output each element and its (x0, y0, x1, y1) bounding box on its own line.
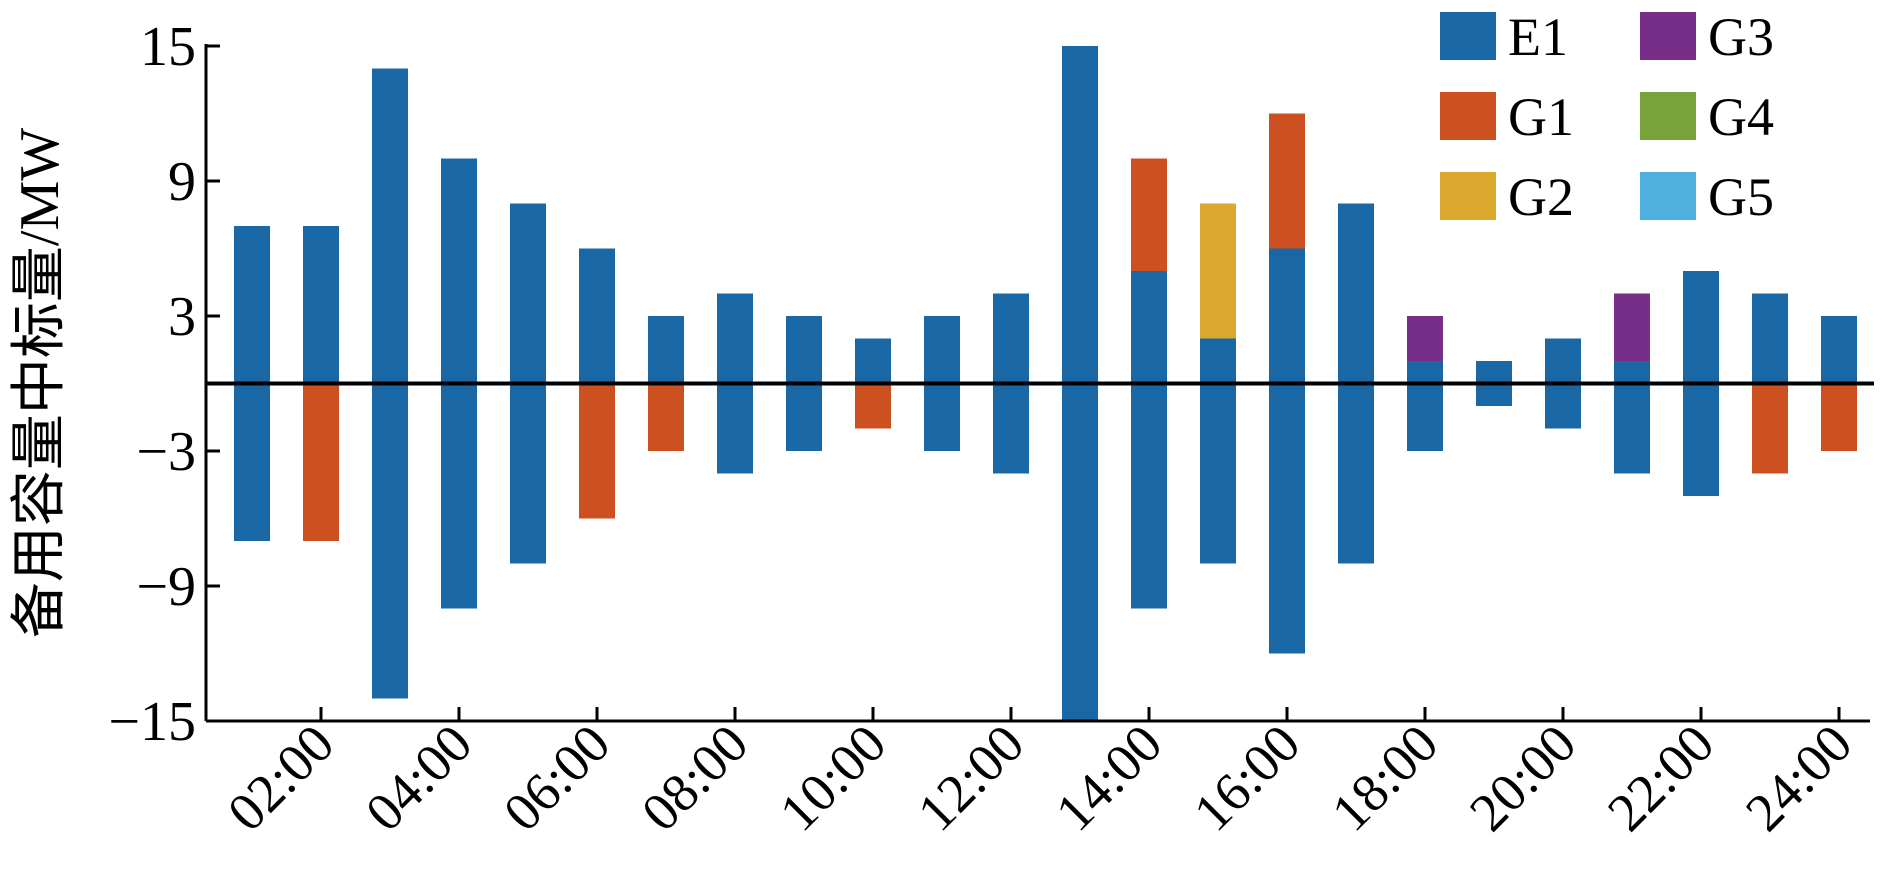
legend-swatch (1440, 172, 1496, 220)
legend-swatch (1640, 12, 1696, 60)
bar-segment (1683, 383, 1719, 496)
bar-segment (510, 203, 546, 384)
bar-segment (1338, 383, 1374, 564)
bar-segment (924, 383, 960, 451)
bar-segment (993, 383, 1029, 474)
legend-swatch (1640, 172, 1696, 220)
y-tick-label: −9 (136, 556, 196, 618)
legend-label: G5 (1708, 167, 1774, 227)
x-tick-label: 12:00 (906, 713, 1035, 842)
bar-segment (441, 383, 477, 609)
bar-segment (441, 158, 477, 384)
x-tick-label: 20:00 (1458, 713, 1587, 842)
x-tick-label: 10:00 (768, 713, 897, 842)
bar-segment (855, 383, 891, 429)
bar-segment (1269, 113, 1305, 249)
bar-segment (1683, 271, 1719, 384)
x-tick-label: 22:00 (1596, 713, 1725, 842)
legend-label: E1 (1508, 7, 1568, 67)
y-tick-label: 9 (168, 151, 196, 213)
bar-segment (1407, 316, 1443, 361)
bar-segment (1821, 383, 1857, 451)
legend-label: G2 (1508, 167, 1574, 227)
bar-segment (1545, 383, 1581, 429)
bar-segment (1752, 383, 1788, 474)
bar-segment (234, 226, 270, 384)
bar-segment (717, 293, 753, 384)
bar-segment (1407, 383, 1443, 451)
bar-segment (1752, 293, 1788, 384)
bar-segment (648, 383, 684, 451)
y-tick-label: −3 (136, 421, 196, 483)
x-tick-label: 16:00 (1182, 713, 1311, 842)
bar-segment (1131, 158, 1167, 271)
bar-segment (1614, 383, 1650, 474)
legend-label: G1 (1508, 87, 1574, 147)
bar-segment (786, 383, 822, 451)
bar-segment (993, 293, 1029, 384)
legend-label: G4 (1708, 87, 1774, 147)
bar-segment (1614, 361, 1650, 384)
bar-segment (510, 383, 546, 564)
bar-segment (579, 248, 615, 384)
bar-segment (1062, 383, 1098, 721)
legend-label: G3 (1708, 7, 1774, 67)
bar-segment (1131, 383, 1167, 609)
bar-segment (1614, 293, 1650, 361)
bar-segment (1269, 248, 1305, 384)
y-tick-label: 15 (140, 16, 196, 78)
x-tick-label: 24:00 (1734, 713, 1863, 842)
bar-segment (579, 383, 615, 519)
bar-segment (648, 316, 684, 384)
x-tick-label: 02:00 (216, 713, 345, 842)
bar-segment (1407, 361, 1443, 384)
bar-segment (1821, 316, 1857, 384)
bar-segment (1062, 46, 1098, 384)
bar-segment (1200, 203, 1236, 339)
bar-segment (1200, 338, 1236, 384)
bar-segment (303, 383, 339, 541)
x-tick-label: 08:00 (630, 713, 759, 842)
bar-segment (717, 383, 753, 474)
bar-segment (1545, 338, 1581, 384)
bar-segment (924, 316, 960, 384)
legend-swatch (1440, 12, 1496, 60)
y-axis-label: 备用容量中标量/MW (9, 128, 71, 638)
legend-swatch (1640, 92, 1696, 140)
x-tick-label: 18:00 (1320, 713, 1449, 842)
bar-segment (303, 226, 339, 384)
x-tick-label: 04:00 (354, 713, 483, 842)
bar-segment (1338, 203, 1374, 384)
bar-segment (1200, 383, 1236, 564)
bar-segment (786, 316, 822, 384)
x-tick-label: 14:00 (1044, 713, 1173, 842)
bar-segment (855, 338, 891, 384)
bar-segment (1476, 383, 1512, 406)
x-tick-label: 06:00 (492, 713, 621, 842)
bar-segment (1269, 383, 1305, 654)
bar-segment (234, 383, 270, 541)
y-tick-label: 3 (168, 286, 196, 348)
legend-swatch (1440, 92, 1496, 140)
bar-segment (372, 383, 408, 699)
bar-segment (372, 68, 408, 384)
y-tick-label: −15 (108, 691, 196, 753)
bar-segment (1131, 271, 1167, 384)
bar-segment (1476, 361, 1512, 384)
